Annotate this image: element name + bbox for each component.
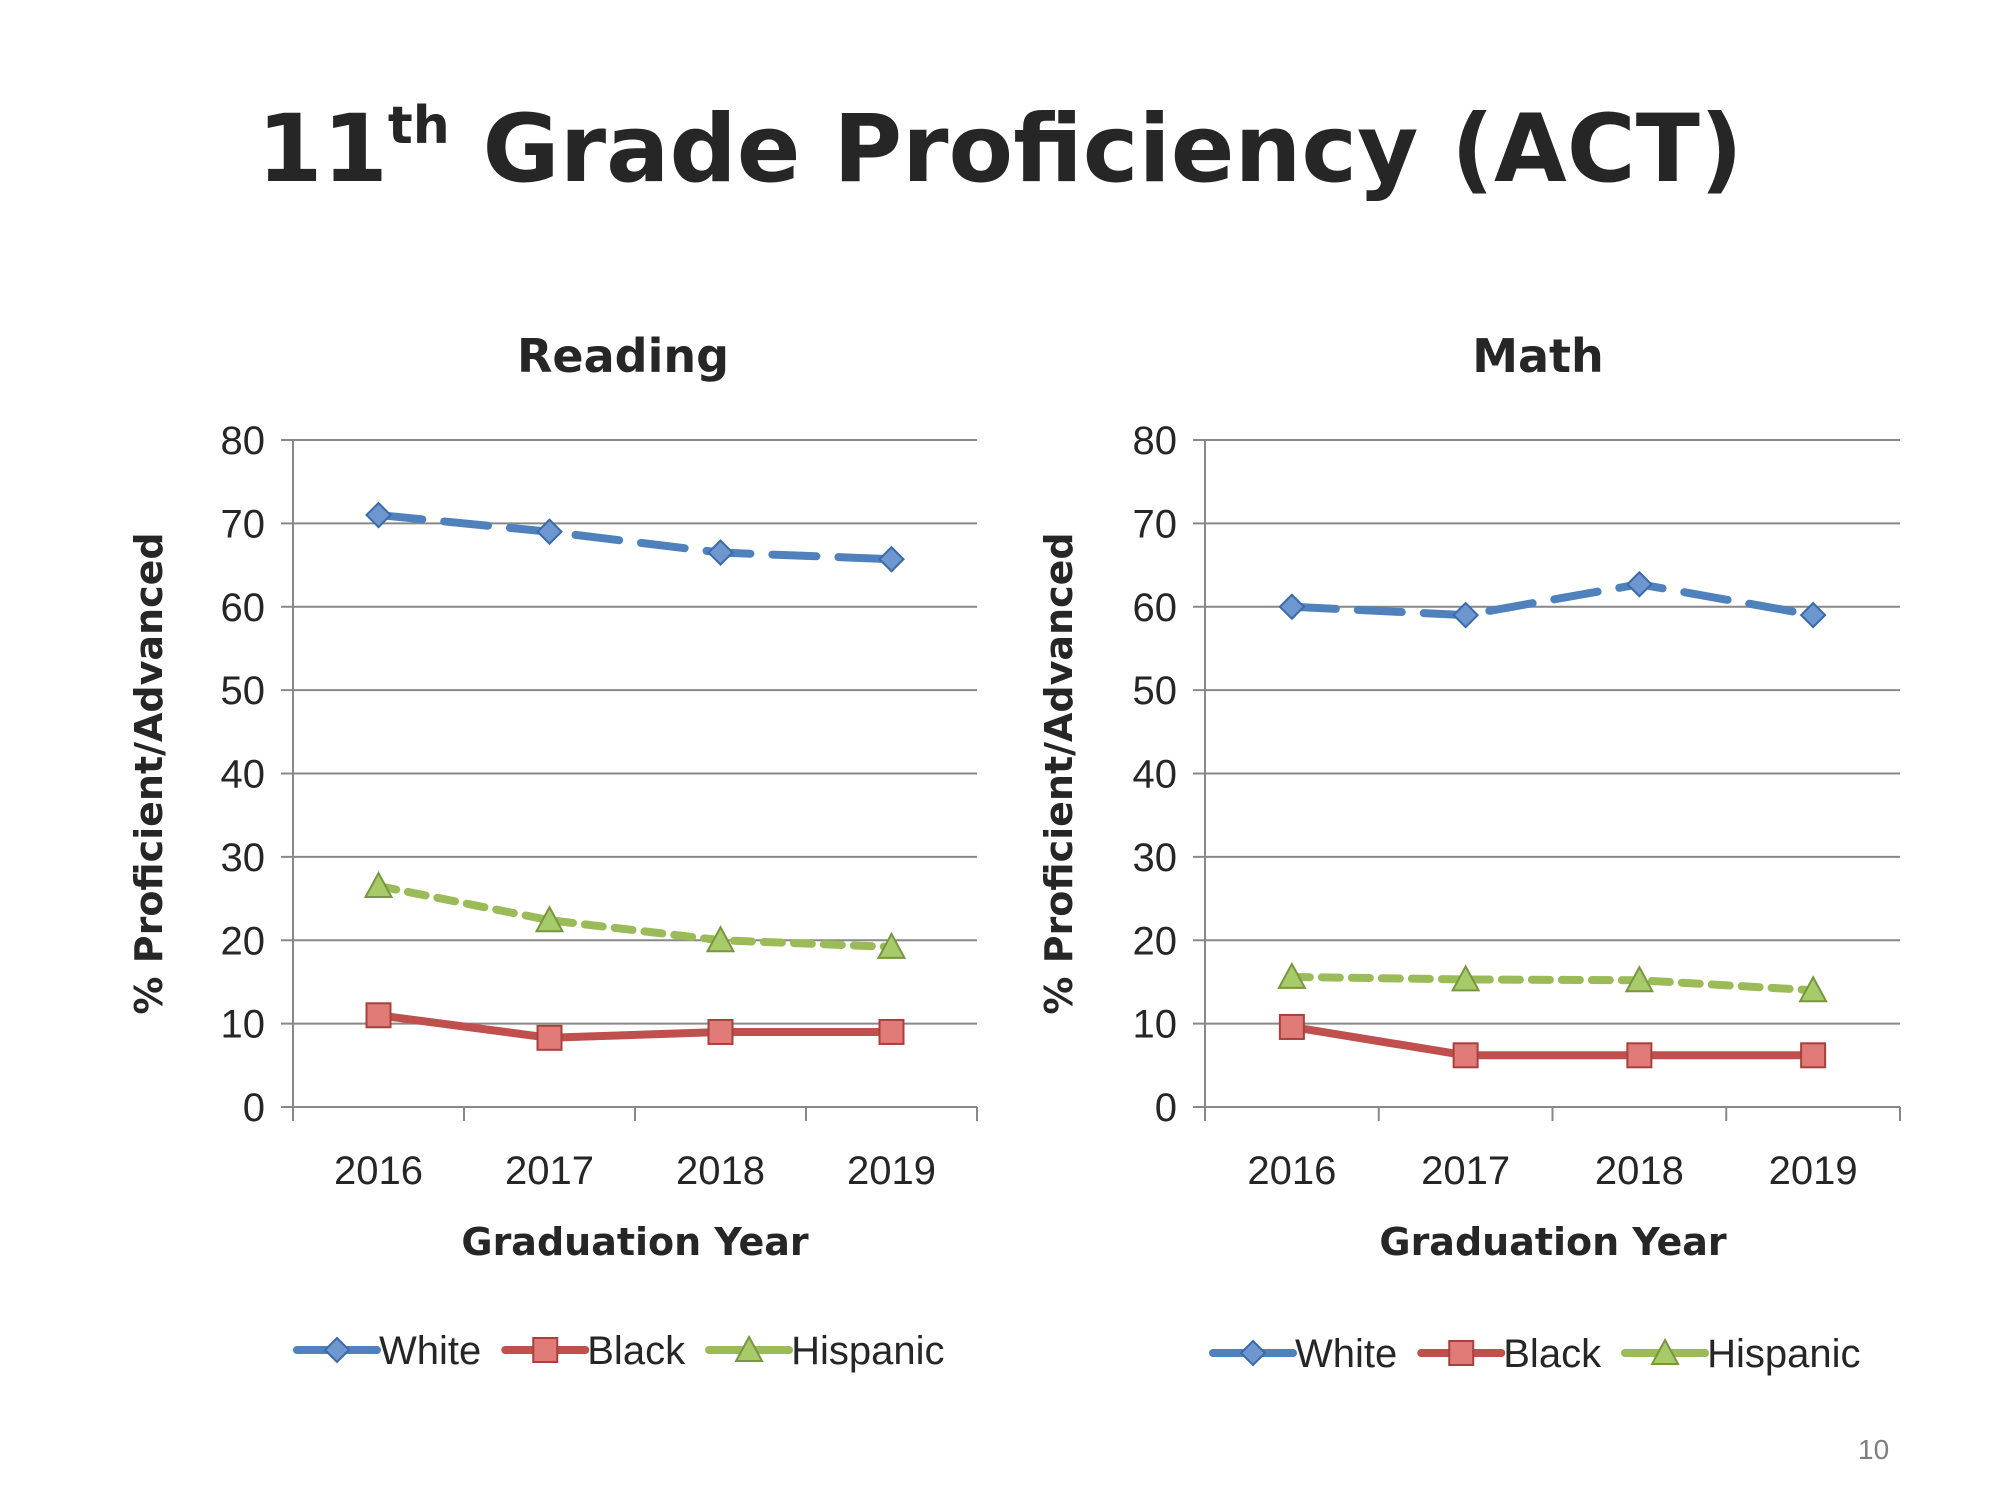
chart-1: Math 0 10 20 30 40 50 60 70 80 2016 2017 2018 2019 Gra… — [1037, 329, 1901, 1376]
y-axis-title: % Proficient/Advanced — [1037, 532, 1081, 1014]
series-line-hispanic — [374, 882, 896, 951]
data-point-black — [707, 1018, 734, 1045]
y-tick-label: 80 — [221, 419, 266, 463]
data-point-hispanic — [1277, 961, 1307, 989]
y-tick-label: 40 — [221, 753, 266, 797]
y-tick-label: 0 — [1155, 1086, 1177, 1130]
series-black — [365, 1002, 905, 1051]
data-point-white — [707, 539, 734, 566]
legend-marker — [1650, 1337, 1680, 1365]
data-point-hispanic — [876, 931, 907, 959]
legend-label: Black — [1503, 1332, 1602, 1376]
legend-marker — [1239, 1339, 1267, 1367]
series-black — [1278, 1013, 1827, 1069]
series-hispanic — [1277, 961, 1828, 1003]
legend-marker — [532, 1337, 559, 1363]
legend-item-black: Black — [1417, 1332, 1602, 1376]
legend-label: White — [379, 1329, 481, 1373]
data-point-hispanic — [363, 870, 394, 899]
series-line-white — [1287, 580, 1818, 620]
data-point-black — [1800, 1042, 1827, 1069]
data-point-black — [1626, 1042, 1653, 1069]
data-point-white — [1799, 601, 1827, 629]
chart-title: Reading — [517, 329, 729, 383]
y-tick-label: 30 — [221, 836, 266, 880]
slide-title: 11th Grade Proficiency (ACT) — [0, 95, 2000, 204]
data-point-white — [365, 501, 392, 529]
legend-item-black: Black — [501, 1329, 686, 1373]
data-point-black — [365, 1002, 392, 1029]
legend-label: Hispanic — [1707, 1332, 1860, 1376]
legend-marker — [1448, 1340, 1475, 1366]
slide-title-main: 11 — [257, 95, 388, 204]
slide-title-superscript: th — [387, 95, 450, 156]
legend-item-hispanic: Hispanic — [705, 1329, 944, 1373]
legend-marker — [734, 1334, 764, 1362]
y-axis-title: % Proficient/Advanced — [127, 532, 171, 1014]
data-point-hispanic — [705, 925, 736, 953]
data-point-hispanic — [1624, 965, 1655, 993]
series-line-white — [374, 511, 896, 564]
y-tick-label: 30 — [1133, 836, 1178, 880]
data-point-white — [536, 518, 563, 546]
legend-item-hispanic: Hispanic — [1621, 1332, 1860, 1376]
series-hispanic — [363, 870, 907, 959]
y-tick-label: 20 — [221, 919, 266, 963]
page-number: 10 — [1858, 1434, 1890, 1465]
legend-item-white: White — [293, 1329, 481, 1373]
x-tick-label: 2017 — [1421, 1149, 1510, 1193]
x-tick-label: 2018 — [676, 1149, 765, 1193]
y-tick-label: 0 — [243, 1086, 265, 1130]
x-tick-label: 2018 — [1595, 1149, 1684, 1193]
y-tick-label: 10 — [1133, 1003, 1178, 1047]
x-axis-title: Graduation Year — [461, 1220, 808, 1264]
data-point-black — [1452, 1042, 1479, 1069]
data-point-black — [878, 1018, 905, 1045]
slide-title-rest: Grade Proficiency (ACT) — [449, 95, 1743, 204]
data-point-white — [1625, 570, 1653, 598]
data-point-hispanic — [1798, 975, 1828, 1003]
x-axis-title: Graduation Year — [1379, 1220, 1726, 1264]
legend-marker — [323, 1336, 351, 1364]
series-line-black — [1287, 1022, 1818, 1060]
y-tick-label: 50 — [221, 669, 266, 713]
data-point-black — [536, 1024, 563, 1051]
data-point-white — [1278, 593, 1306, 621]
y-tick-label: 50 — [1133, 669, 1178, 713]
legend-label: White — [1295, 1332, 1397, 1376]
y-tick-label: 70 — [221, 502, 266, 546]
series-white — [365, 501, 905, 573]
series-line-black — [374, 1011, 896, 1042]
x-tick-label: 2019 — [1769, 1149, 1858, 1193]
chart-title: Math — [1472, 329, 1604, 383]
y-tick-label: 20 — [1133, 919, 1178, 963]
data-point-hispanic — [1450, 964, 1481, 992]
data-point-white — [878, 545, 905, 573]
x-tick-label: 2016 — [334, 1149, 423, 1193]
data-point-hispanic — [534, 905, 565, 933]
y-tick-label: 40 — [1133, 753, 1178, 797]
y-tick-label: 70 — [1133, 502, 1178, 546]
x-tick-label: 2016 — [1247, 1149, 1336, 1193]
series-white — [1278, 570, 1827, 629]
data-point-white — [1452, 601, 1480, 629]
x-tick-label: 2017 — [505, 1149, 594, 1193]
legend-label: Black — [587, 1329, 686, 1373]
y-tick-label: 80 — [1133, 419, 1178, 463]
series-line-hispanic — [1287, 972, 1818, 995]
chart-0: Reading 0 10 20 30 40 50 60 70 80 2016 2017 2018 2019… — [127, 329, 978, 1373]
y-tick-label: 60 — [1133, 586, 1178, 630]
y-tick-label: 10 — [221, 1003, 266, 1047]
data-point-black — [1278, 1013, 1305, 1040]
x-tick-label: 2019 — [847, 1149, 936, 1193]
legend-item-white: White — [1209, 1332, 1397, 1376]
y-tick-label: 60 — [221, 586, 266, 630]
legend-label: Hispanic — [791, 1329, 944, 1373]
